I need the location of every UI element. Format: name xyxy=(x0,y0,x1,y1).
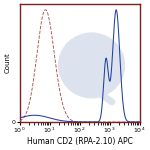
X-axis label: Human CD2 (RPA-2.10) APC: Human CD2 (RPA-2.10) APC xyxy=(27,137,133,146)
Circle shape xyxy=(58,32,125,98)
Y-axis label: Count: Count xyxy=(4,53,10,74)
